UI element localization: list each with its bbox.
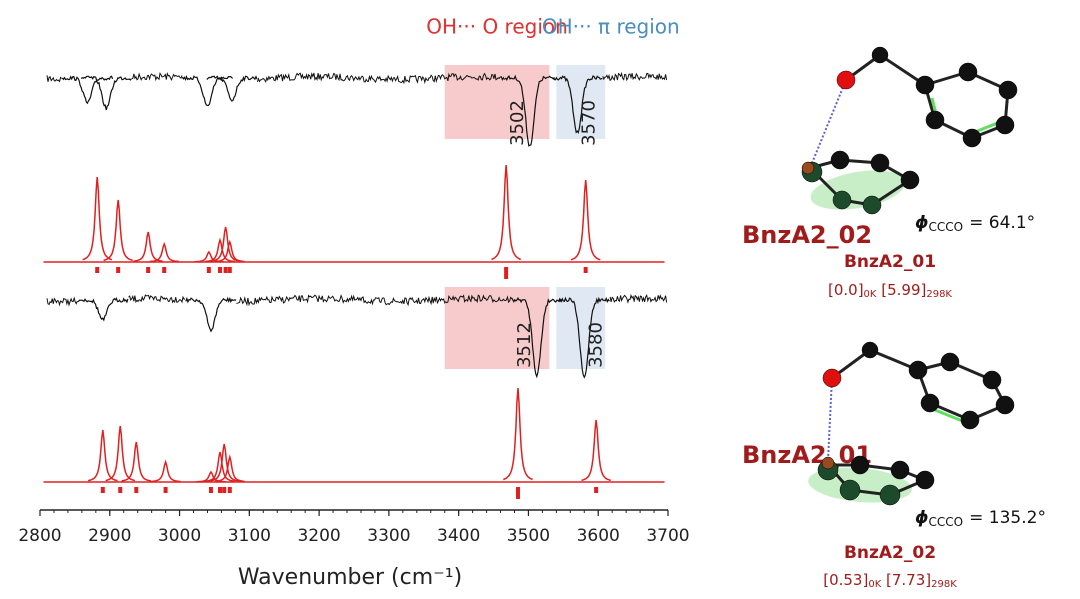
peak-annotation: 3580 [585, 322, 606, 368]
x-axis-label: Wavenumber (cm⁻¹) [238, 565, 462, 590]
stick [101, 487, 105, 493]
dip [207, 76, 257, 101]
region-label: OH··· π region [542, 15, 680, 39]
peak [151, 462, 180, 482]
peak [215, 457, 244, 481]
stick [516, 487, 520, 499]
phi-sub: CCCO [929, 220, 964, 234]
peak [106, 426, 135, 481]
peak [83, 177, 112, 260]
x-tick-label: 3500 [507, 526, 550, 546]
stick [116, 267, 120, 273]
stick [228, 267, 232, 273]
dip [182, 76, 232, 105]
dip [186, 298, 236, 331]
peak [492, 165, 521, 259]
x-tick-label: 3200 [297, 526, 340, 546]
x-tick-label: 3600 [577, 526, 620, 546]
stick [218, 267, 222, 273]
stick [228, 487, 232, 493]
phi-value: = 135.2° [969, 508, 1046, 528]
peak [88, 430, 117, 481]
figure: 2800 2900 3000 3100 3200 3300 3400 3500 3600 3700… [0, 0, 1080, 599]
x-tick-label: 2800 [18, 526, 61, 546]
structure-name: BnzA2_02 [844, 543, 936, 563]
stick [95, 267, 99, 273]
peak [150, 244, 179, 262]
x-tick-label: 2900 [88, 526, 131, 546]
stick [224, 267, 228, 273]
phi-sub: CCCO [929, 515, 964, 529]
peak [582, 420, 611, 480]
stick [134, 487, 138, 493]
structure-name: BnzA2_01 [844, 252, 936, 272]
stick [218, 487, 222, 493]
phi-symbol: ϕ [915, 508, 929, 528]
stick [118, 487, 122, 493]
x-tick-label: 3100 [228, 526, 271, 546]
dip [81, 76, 131, 110]
stick [209, 487, 213, 493]
energy-label: [0.0]0K [5.99]298K [828, 281, 952, 301]
energy-sub: 0K [864, 289, 877, 300]
spectrum-name: BnzA2_02 [742, 221, 872, 249]
peak-annotation: 3512 [514, 322, 535, 368]
stick [504, 267, 508, 279]
x-tick-label: 3300 [367, 526, 410, 546]
stick [584, 267, 588, 273]
x-tick-label: 3400 [437, 526, 480, 546]
stick [162, 267, 166, 273]
peak [503, 388, 532, 480]
energy-sub: 298K [926, 289, 952, 300]
dihedral-label: ϕCCCO = 135.2° [915, 508, 1046, 529]
x-tick-label: 3700 [646, 526, 689, 546]
energy: [0.0] [828, 281, 864, 299]
dip [62, 76, 112, 103]
peak [104, 200, 133, 260]
stick [222, 487, 226, 493]
stick [164, 487, 168, 493]
energy-sub: 0K [868, 579, 881, 590]
phi-value: = 64.1° [969, 213, 1035, 233]
dip [78, 298, 128, 320]
spectra: 2800 2900 3000 3100 3200 3300 3400 3500 3600 3700… [18, 15, 872, 547]
energy: [7.73] [881, 571, 931, 589]
phi-symbol: ϕ [915, 213, 929, 233]
energy: [0.53] [823, 571, 868, 589]
energy-sub: 298K [931, 579, 957, 590]
stick [207, 267, 211, 273]
peak-annotation: 3570 [578, 100, 599, 146]
x-tick-label: 3000 [158, 526, 201, 546]
molecule-1 [802, 47, 1017, 216]
molecule-2 [807, 342, 1014, 506]
peak [134, 232, 163, 261]
energy: [5.99] [876, 281, 926, 299]
stick [594, 487, 598, 493]
peak-annotation: 3502 [507, 100, 528, 146]
stick [146, 267, 150, 273]
energy-label: [0.53]0K [7.73]298K [823, 571, 957, 591]
dihedral-label: ϕCCCO = 64.1° [915, 213, 1035, 234]
peak [571, 180, 600, 260]
